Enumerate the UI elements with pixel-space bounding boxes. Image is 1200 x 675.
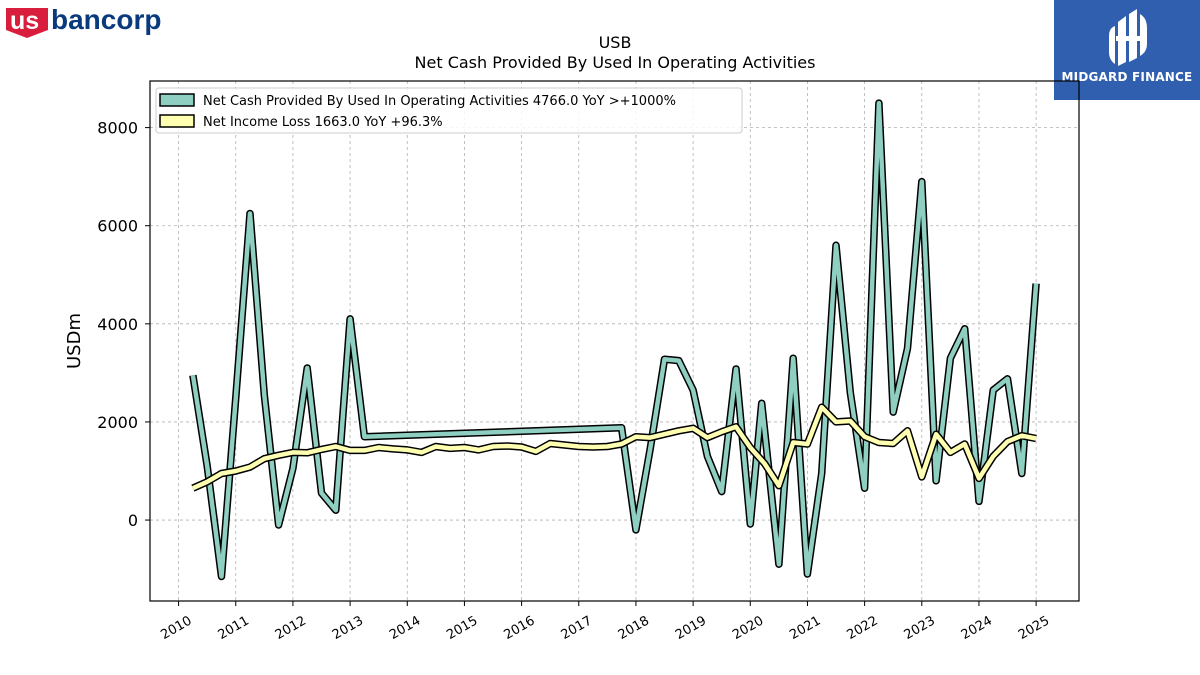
x-tick-label: 2021 [787, 613, 823, 643]
y-tick-label: 4000 [97, 315, 138, 334]
plot-frame [149, 80, 1080, 602]
x-tick-label: 2014 [387, 613, 423, 643]
logo-us-text: us [10, 7, 39, 35]
x-tick-label: 2013 [330, 613, 366, 643]
series-net-cash-line [190, 100, 1039, 579]
x-tick-label: 2015 [444, 613, 480, 643]
x-tick-label: 2012 [273, 613, 309, 643]
y-tick-label: 8000 [97, 119, 138, 138]
x-tick-label: 2010 [158, 613, 194, 643]
logo-bancorp-text: bancorp [51, 4, 161, 35]
x-tick-label: 2017 [559, 613, 595, 643]
x-tick-label: 2022 [844, 613, 880, 643]
y-axis-ticks: 0 2000 4000 6000 8000 [97, 119, 150, 530]
y-tick-label: 6000 [97, 217, 138, 236]
midgard-finance-label: MIDGARD FINANCE [1061, 70, 1193, 84]
chart-subtitle: Net Cash Provided By Used In Operating A… [415, 53, 816, 72]
y-axis-label: USDm [64, 313, 85, 369]
x-tick-label: 2023 [902, 613, 938, 643]
series-layer [189, 99, 1040, 581]
series-net-income-line [191, 404, 1037, 491]
usbancorp-logo: us bancorp [6, 4, 161, 38]
x-tick-label: 2011 [216, 613, 252, 643]
x-tick-label: 2020 [730, 613, 766, 643]
x-tick-label: 2016 [501, 613, 537, 643]
x-tick-label: 2018 [616, 613, 652, 643]
x-tick-label: 2019 [673, 613, 709, 643]
y-tick-label: 0 [128, 511, 138, 530]
legend-box [155, 87, 743, 134]
midgard-finance-logo: MIDGARD FINANCE [1054, 0, 1200, 100]
legend-label-net-cash: Net Cash Provided By Used In Operating A… [203, 94, 676, 109]
legend: Net Cash Provided By Used In Operating A… [155, 87, 743, 134]
legend-label-net-income: Net Income Loss 1663.0 YoY +96.3% [203, 115, 443, 130]
chart-title: USB [599, 33, 632, 52]
legend-swatch-net-income [159, 114, 195, 128]
legend-swatch-net-cash [159, 93, 195, 107]
usbancorp-shield-icon [6, 8, 48, 38]
midgard-emblem-icon [1109, 9, 1147, 66]
grid-lines [150, 81, 1079, 601]
x-tick-label: 2024 [959, 613, 995, 643]
x-tick-label: 2025 [1016, 613, 1052, 643]
y-tick-label: 2000 [97, 413, 138, 432]
x-axis-ticks: 2010 2011 2012 2013 2014 2015 2016 2017 2018 2019… [158, 601, 1052, 643]
